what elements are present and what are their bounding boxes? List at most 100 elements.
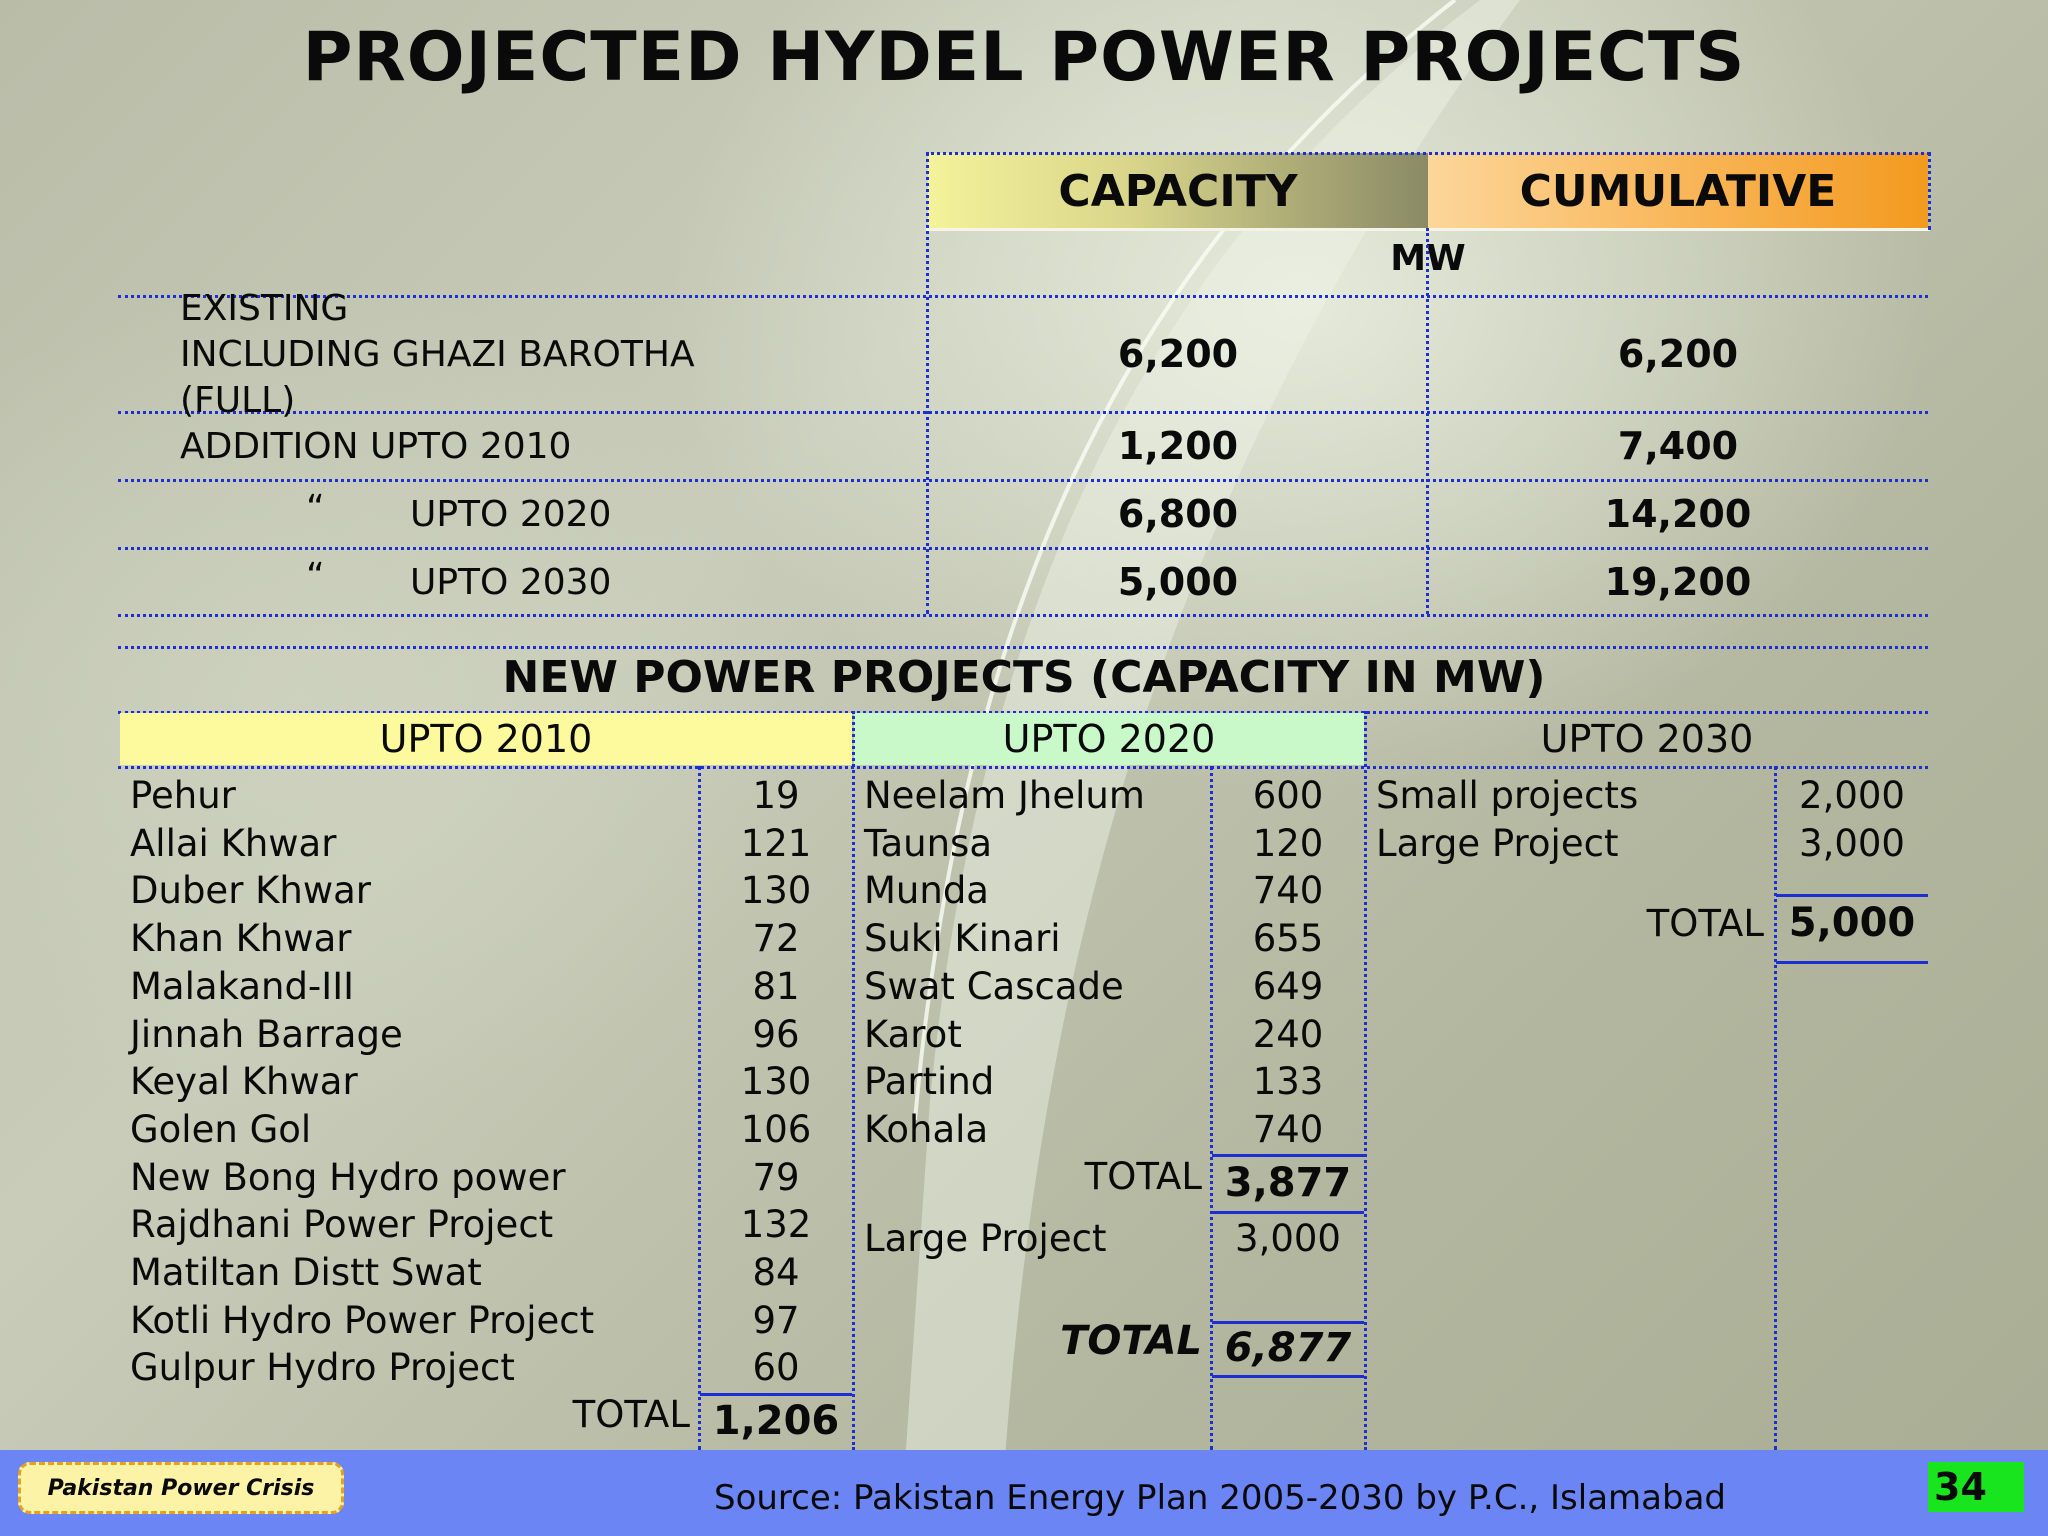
project-capacity: 240: [1252, 1012, 1324, 1056]
divider: [1426, 228, 1429, 614]
project-name: Allai Khwar: [130, 821, 337, 865]
project-name: Partind: [864, 1060, 995, 1104]
summary-cumulative-value: 6,200: [1617, 332, 1739, 376]
project-name: Large Project: [1376, 821, 1619, 865]
project-name: Matiltan Distt Swat: [130, 1251, 482, 1295]
divider: [1212, 1321, 1364, 1324]
project-capacity: 84: [752, 1251, 800, 1295]
project-name: Taunsa: [864, 821, 993, 865]
grand-total-value-2020: 6,877: [1224, 1325, 1352, 1371]
project-capacity: 130: [740, 1060, 812, 1104]
divider: [1212, 1211, 1364, 1214]
project-name: Khan Khwar: [130, 917, 352, 961]
divider: [1212, 1375, 1364, 1378]
summary-capacity-value: 1,200: [1117, 424, 1239, 468]
divider: [118, 411, 1928, 414]
divider: [1776, 961, 1928, 964]
summary-capacity-value: 6,200: [1117, 332, 1239, 376]
total-label-2010: TOTAL: [572, 1393, 690, 1436]
project-name: Golen Gol: [130, 1107, 312, 1151]
column-header-2010: UPTO 2010: [120, 713, 852, 765]
divider: [118, 295, 1928, 298]
project-capacity: 120: [1252, 821, 1324, 865]
project-capacity: 132: [740, 1203, 812, 1247]
large-project-label-2020: Large Project: [864, 1217, 1107, 1260]
ditto-mark: “: [306, 488, 325, 529]
summary-row-label: ADDITION UPTO 2010: [180, 426, 572, 467]
divider: [118, 547, 1928, 550]
project-capacity: 649: [1252, 964, 1324, 1008]
project-capacity: 60: [752, 1346, 800, 1390]
divider: [926, 152, 929, 614]
total-label-2030: TOTAL: [1646, 902, 1764, 945]
divider: [1210, 766, 1213, 1450]
grand-total-label-2020: TOTAL: [1060, 1318, 1202, 1364]
project-capacity: 655: [1252, 917, 1324, 961]
divider: [1928, 152, 1931, 230]
projects-2010-list: Pehur Allai Khwar Duber Khwar Khan Khwar Mal…: [130, 772, 690, 1392]
divider: [1212, 1154, 1364, 1157]
divider: [700, 1393, 852, 1396]
summary-capacity-value: 6,800: [1117, 492, 1239, 536]
summary-cumulative-value: 19,200: [1604, 560, 1752, 604]
column-header-2030: UPTO 2030: [1540, 717, 1754, 761]
projects-2020-list: Neelam Jhelum Taunsa Munda Suki Kinari Swat …: [864, 772, 1204, 1154]
new-projects-title: NEW POWER PROJECTS (CAPACITY IN MW): [502, 652, 1546, 703]
divider: [118, 711, 1928, 714]
divider: [1364, 711, 1367, 1450]
projects-2030-values: 2,000 3,000: [1776, 772, 1928, 867]
total-label-2020: TOTAL: [1084, 1155, 1202, 1198]
projects-2030-list: Small projects Large Project: [1376, 772, 1766, 867]
cumulative-header: CUMULATIVE: [1428, 153, 1928, 229]
project-capacity: 106: [740, 1107, 812, 1151]
project-name: Gulpur Hydro Project: [130, 1346, 515, 1390]
summary-row-label-existing: EXISTING INCLUDING GHAZI BAROTHA (FULL): [180, 288, 695, 421]
project-capacity: 740: [1252, 1107, 1324, 1151]
divider: [118, 479, 1928, 482]
divider: [118, 614, 1928, 617]
divider: [926, 152, 1930, 155]
divider: [698, 766, 701, 1450]
divider: [118, 766, 1928, 769]
total-value-2020: 3,877: [1224, 1160, 1352, 1206]
project-capacity: 600: [1252, 774, 1324, 817]
summary-row-label: UPTO 2030: [410, 562, 612, 603]
deck-title-badge: Pakistan Power Crisis: [18, 1462, 344, 1514]
project-capacity: 2,000: [1799, 774, 1905, 817]
project-capacity: 740: [1252, 869, 1324, 913]
project-name: Keyal Khwar: [130, 1060, 358, 1104]
column-header-2020: UPTO 2020: [854, 713, 1364, 765]
project-name: Jinnah Barrage: [130, 1012, 403, 1056]
project-name: Duber Khwar: [130, 869, 372, 913]
project-name: Malakand-III: [130, 964, 355, 1008]
summary-row-label: UPTO 2020: [410, 494, 612, 535]
large-project-value-2020: 3,000: [1235, 1217, 1341, 1260]
project-name: Kotli Hydro Power Project: [130, 1298, 595, 1342]
page-title: PROJECTED HYDEL POWER PROJECTS: [302, 18, 1746, 97]
project-capacity: 79: [752, 1155, 800, 1199]
project-name: Neelam Jhelum: [864, 774, 1145, 817]
page-number: 34: [1928, 1462, 2024, 1512]
project-name: Suki Kinari: [864, 917, 1061, 961]
project-capacity: 3,000: [1799, 821, 1905, 865]
project-name: Munda: [864, 869, 989, 913]
capacity-header: CAPACITY: [928, 153, 1428, 229]
project-name: Small projects: [1376, 774, 1639, 817]
divider: [118, 646, 1928, 649]
project-capacity: 19: [752, 774, 800, 817]
project-capacity: 130: [740, 869, 812, 913]
project-name: Rajdhani Power Project: [130, 1203, 554, 1247]
project-name: New Bong Hydro power: [130, 1155, 566, 1199]
divider: [1774, 766, 1777, 1450]
project-capacity: 96: [752, 1012, 800, 1056]
project-capacity: 81: [752, 964, 800, 1008]
ditto-mark: “: [306, 556, 325, 597]
project-name: Swat Cascade: [864, 964, 1124, 1008]
source-note: Source: Pakistan Energy Plan 2005-2030 b…: [714, 1478, 1726, 1518]
divider: [852, 711, 855, 1450]
project-capacity: 72: [752, 917, 800, 961]
project-capacity: 133: [1252, 1060, 1324, 1104]
project-capacity: 121: [740, 821, 812, 865]
project-capacity: 97: [752, 1298, 800, 1342]
project-name: Pehur: [130, 774, 236, 817]
